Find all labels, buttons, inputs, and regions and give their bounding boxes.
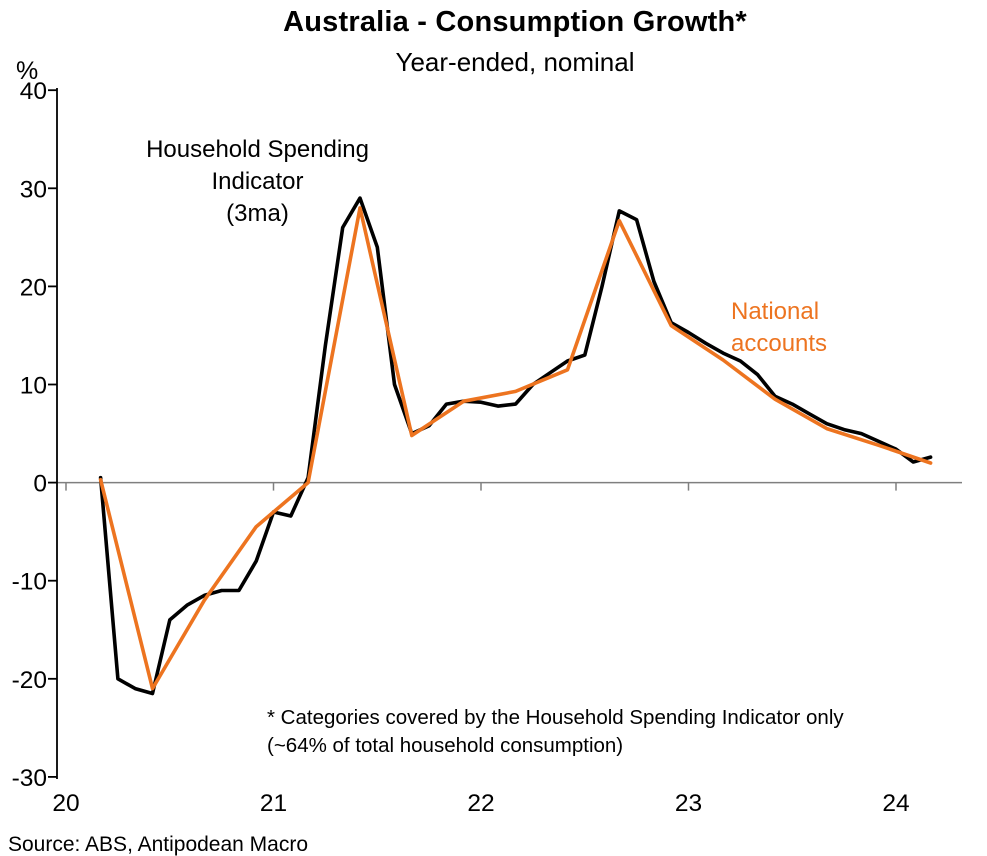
footnote-line: * Categories covered by the Household Sp… — [267, 706, 844, 729]
annotation-line: (3ma) — [226, 200, 289, 227]
y-tick-label: 10 — [20, 373, 47, 400]
chart-subtitle: Year-ended, nominal — [395, 47, 635, 77]
annotation-line: accounts — [731, 330, 828, 357]
x-tick-label: 23 — [675, 790, 702, 817]
x-tick-label: 24 — [882, 790, 909, 817]
y-tick-label: 0 — [33, 471, 47, 498]
chart-title: Australia - Consumption Growth* — [283, 6, 747, 38]
chart-footnote: * Categories covered by the Household Sp… — [267, 704, 977, 760]
annotation-line: Indicator — [211, 168, 304, 195]
annotation-line: National — [731, 298, 820, 325]
y-tick-label: 20 — [20, 274, 47, 301]
x-tick-label: 22 — [467, 790, 494, 817]
national-accounts-line — [98, 206, 933, 691]
footnote-line: (~64% of total household consumption) — [267, 734, 624, 757]
y-tick-label: -30 — [12, 765, 47, 792]
y-axis-unit-label: % — [16, 57, 39, 85]
x-tick-label: 20 — [52, 790, 79, 817]
household-spending-indicator-line — [98, 196, 933, 696]
annotation-line: Household Spending — [146, 136, 369, 163]
source-note: Source: ABS, Antipodean Macro — [8, 833, 309, 856]
y-tick-label: -10 — [12, 569, 47, 596]
y-tick-label: 40 — [20, 78, 47, 105]
y-tick-label: 30 — [20, 176, 47, 203]
annotation-household-spending-indicator: Household Spending Indicator (3ma) — [105, 134, 410, 230]
x-tick-label: 21 — [260, 790, 287, 817]
y-tick-label: -20 — [12, 667, 47, 694]
annotation-national-accounts: National accounts — [731, 296, 827, 360]
